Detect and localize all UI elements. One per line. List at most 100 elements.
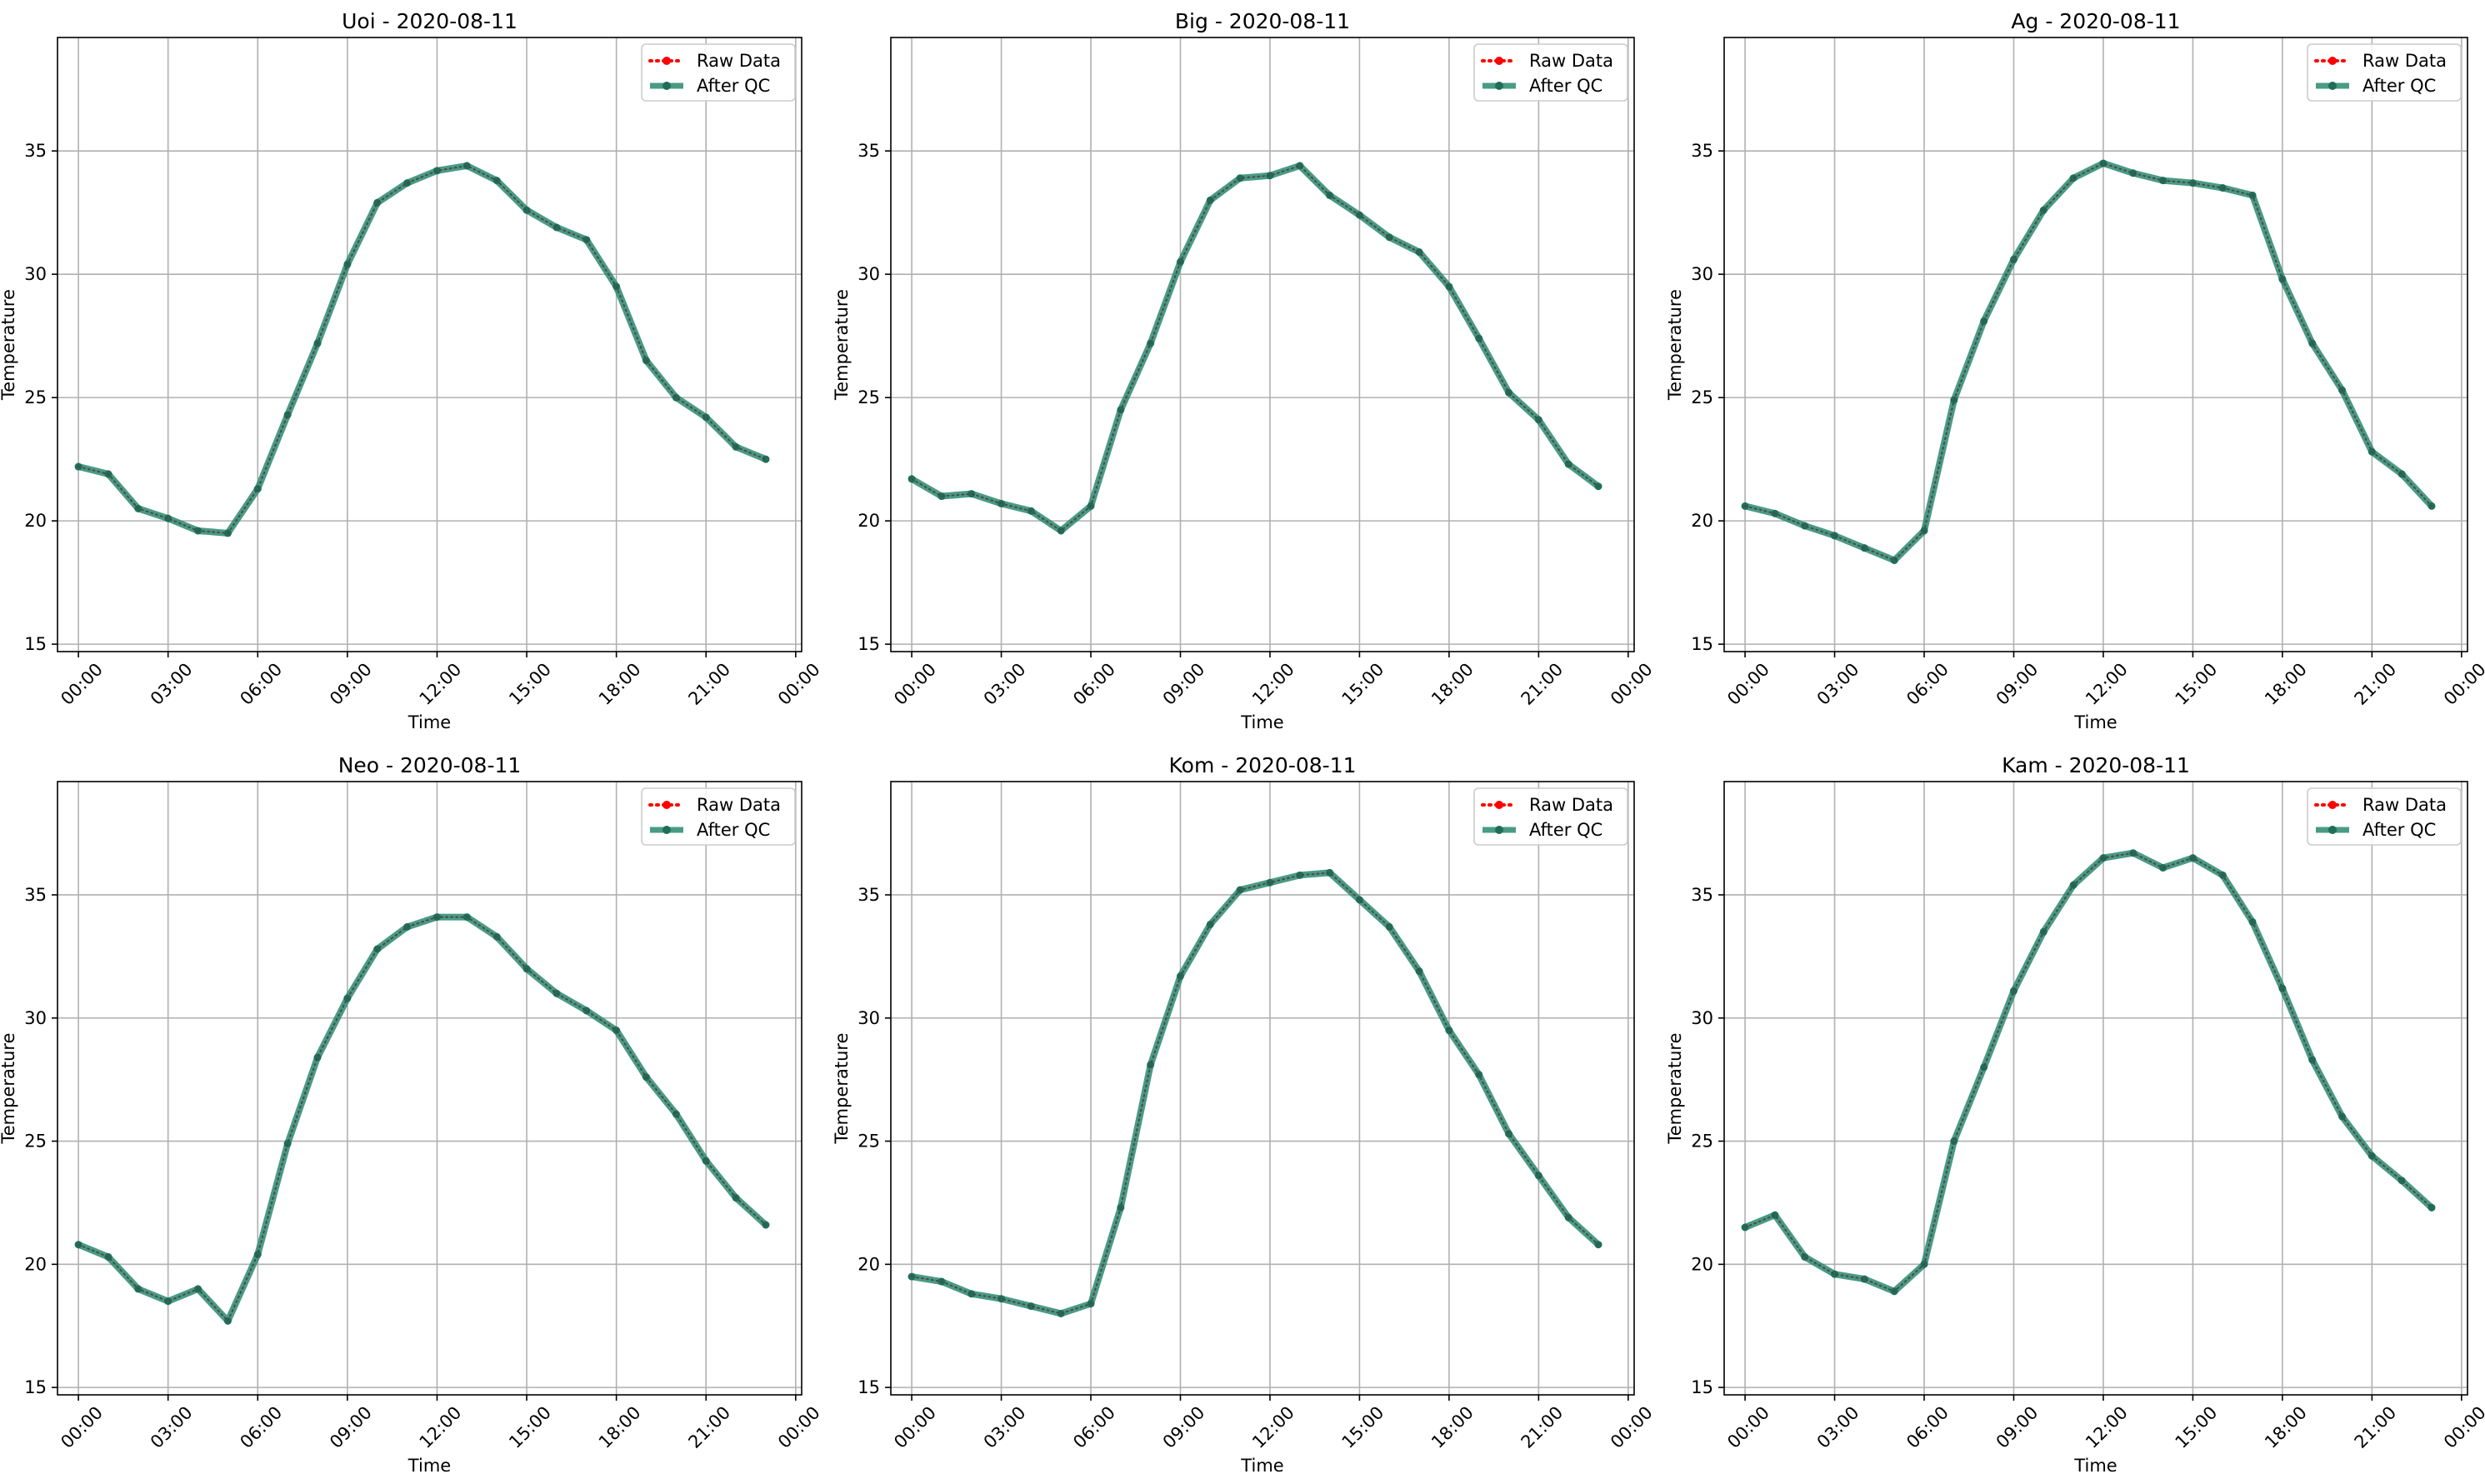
after-qc-point [2009,255,2018,263]
legend: Raw Data After QC [641,43,796,102]
y-tick-label: 30 [24,1008,47,1028]
y-tick-label: 35 [24,141,47,161]
legend-qc-marker [1495,826,1503,834]
after-qc-point [1890,556,1898,564]
x-tick-label: 00:00 [1723,659,1773,709]
chart-panel: 00:00 03:00 06:00 09:00 12:00 15:00 18:00 21:00… [832,9,1657,732]
x-tick-label: 09:00 [1992,659,2042,709]
chart-title: Ag - 2020-08-11 [2011,9,2180,33]
x-axis-label: Time [1240,712,1283,732]
legend-qc-label: After QC [1529,76,1602,96]
after-qc-point [283,411,292,419]
legend-raw-label: Raw Data [1529,795,1613,815]
legend-qc-label: After QC [2362,76,2436,96]
y-tick-label: 35 [1691,885,1713,905]
chart-panel: 00:00 03:00 06:00 09:00 12:00 15:00 18:00 21:00… [1665,9,2485,732]
legend-raw-label: Raw Data [2362,51,2447,71]
x-tick-label: 21:00 [684,659,734,709]
after-qc-point [1860,1275,1868,1283]
chart-title: Neo - 2020-08-11 [338,753,522,777]
legend-qc-marker [662,82,671,90]
chart-panel: 00:00 03:00 06:00 09:00 12:00 15:00 18:00 21:00… [1665,753,2485,1476]
y-tick-label: 35 [24,885,47,905]
chart-panel: 00:00 03:00 06:00 09:00 12:00 15:00 18:00 21:00… [0,753,824,1476]
legend-qc-label: After QC [697,76,770,96]
chart-panel: 00:00 03:00 06:00 09:00 12:00 15:00 18:00 21:00… [832,753,1657,1476]
x-tick-label: 12:00 [416,1402,466,1452]
y-axis-label: Temperature [832,289,852,401]
x-axis-label: Time [1240,1456,1283,1476]
after-qc-point [1950,1137,1958,1146]
legend-raw-label: Raw Data [697,51,781,71]
after-qc-point [522,206,531,214]
y-tick-label: 30 [858,264,880,284]
y-axis-label: Temperature [832,1032,852,1144]
legend: Raw Data After QC [1473,43,1628,102]
x-tick-label: 21:00 [1518,659,1568,709]
after-qc-point [313,1053,322,1062]
y-tick-label: 20 [24,1254,47,1274]
after-qc-point [762,455,770,463]
x-tick-label: 12:00 [2082,1402,2132,1452]
chart-title: Kom - 2020-08-11 [1169,753,1357,777]
after-qc-line [908,869,1602,1317]
x-tick-label: 09:00 [1159,1402,1209,1452]
y-tick-label: 35 [858,885,880,905]
x-tick-label: 15:00 [505,1402,555,1452]
x-tick-label: 18:00 [595,659,645,709]
raw-data-line [1744,162,2433,562]
x-tick-label: 15:00 [2172,659,2222,709]
y-tick-label: 15 [1691,1377,1713,1397]
after-qc-point [1296,871,1304,879]
x-tick-label: 00:00 [774,1402,824,1452]
y-tick-label: 30 [858,1008,880,1028]
y-tick-label: 15 [858,1377,880,1397]
x-axis-label: Time [408,1456,451,1476]
x-tick-label: 00:00 [1607,659,1657,709]
y-tick-label: 25 [858,387,880,407]
legend: Raw Data After QC [2307,787,2462,846]
x-tick-label: 15:00 [505,659,555,709]
x-tick-label: 21:00 [1518,1402,1568,1452]
x-axis-label: Time [408,712,451,732]
x-tick-label: 21:00 [684,1402,734,1452]
y-tick-label: 30 [1691,1008,1713,1028]
y-tick-label: 30 [24,264,47,284]
chart-title: Kam - 2020-08-11 [2002,753,2190,777]
legend-qc-label: After QC [697,820,770,840]
legend-qc-label: After QC [2362,820,2436,840]
y-axis-label: Temperature [0,1032,18,1144]
x-tick-label: 03:00 [147,659,197,709]
x-tick-label: 12:00 [416,659,466,709]
y-tick-label: 25 [1691,387,1713,407]
chart-panel: 00:00 03:00 06:00 09:00 12:00 15:00 18:00 21:00… [0,9,824,732]
y-axis-label: Temperature [1665,289,1685,401]
y-tick-label: 25 [858,1132,880,1152]
x-tick-label: 12:00 [1248,659,1298,709]
legend-raw-label: Raw Data [1529,51,1613,71]
x-axis-label: Time [2073,712,2117,732]
after-qc-line [1742,159,2436,564]
x-tick-label: 00:00 [57,1402,107,1452]
x-tick-label: 15:00 [1338,659,1388,709]
axes-frame [57,781,802,1396]
x-tick-label: 21:00 [2351,659,2401,709]
x-tick-label: 00:00 [2440,1402,2485,1452]
raw-data-line [78,916,767,1323]
raw-data-line [78,164,767,534]
y-axis-label: Temperature [0,289,18,401]
x-tick-label: 09:00 [326,1402,376,1452]
x-tick-label: 09:00 [326,659,376,709]
x-tick-label: 00:00 [890,1402,940,1452]
y-tick-label: 35 [858,141,880,161]
y-tick-label: 20 [24,511,47,531]
legend-raw-marker [662,801,671,809]
after-qc-point [998,1295,1006,1303]
x-tick-label: 12:00 [2082,659,2132,709]
legend: Raw Data After QC [641,787,796,846]
x-tick-label: 00:00 [774,659,824,709]
y-tick-label: 15 [1691,634,1713,654]
x-tick-label: 06:00 [1902,1402,1952,1452]
x-tick-label: 03:00 [1813,659,1863,709]
x-tick-label: 18:00 [1428,659,1478,709]
